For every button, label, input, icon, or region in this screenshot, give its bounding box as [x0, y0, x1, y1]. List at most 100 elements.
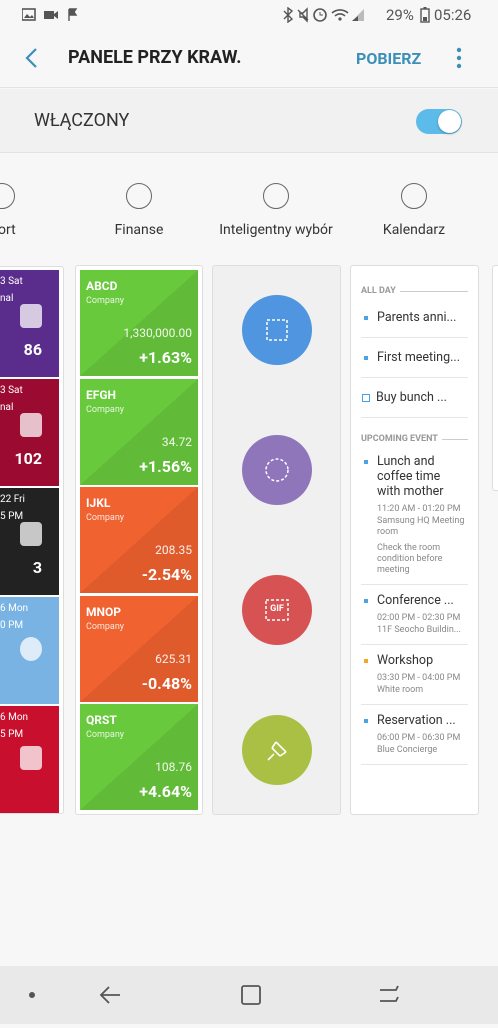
game-cell: 3 Sat nal 102	[0, 379, 59, 486]
upcoming-event[interactable]: Reservation ... 06:00 PM - 06:30 PM Blue C…	[361, 705, 468, 765]
nav-icons	[29, 985, 399, 1005]
game-status: nal	[0, 402, 14, 413]
all-day-header: ALL DAY	[361, 284, 468, 298]
event-title: Reservation ...	[377, 713, 456, 728]
toggle-label: WŁĄCZONY	[34, 110, 130, 131]
smart-select-button[interactable]: GIF	[242, 575, 312, 645]
game-date: 6 Mon	[0, 712, 29, 723]
smart-select-icon	[265, 599, 289, 621]
panel-label: Finanse	[114, 222, 164, 238]
panel-radio[interactable]	[263, 183, 289, 209]
event-location: room	[377, 527, 399, 537]
event-note: Check the room	[377, 543, 441, 553]
smart-select-icon	[267, 741, 287, 761]
smart-select-button[interactable]	[242, 435, 312, 505]
stock-company: Company	[86, 404, 125, 415]
task-title: Buy bunch ...	[376, 390, 447, 405]
stock-company: Company	[86, 513, 125, 524]
calendar-panel[interactable]: ALL DAY Parents anni... First meeting... Bu…	[350, 265, 479, 815]
game-score: 86	[23, 340, 42, 359]
stock-cell[interactable]: QRST Company 108.76 +4.64%	[80, 704, 198, 811]
event-time: 11:20 AM - 01:20 PM	[377, 504, 461, 514]
team-logo	[20, 637, 42, 661]
stock-cell[interactable]: ABCD Company 1,330,000.00 +1.63%	[80, 270, 198, 376]
stock-name: QRST	[86, 713, 117, 728]
upcoming-event[interactable]: Workshop 03:30 PM - 04:00 PM White room	[361, 645, 468, 705]
event-title: Workshop	[377, 653, 434, 668]
game-cell: 3 Sat nal 86	[0, 270, 59, 377]
back-button[interactable]	[22, 47, 42, 69]
stock-change: +4.64%	[139, 782, 192, 802]
game-date: 22 Fri	[0, 494, 25, 505]
upcoming-event[interactable]: Lunch and coffee time with mother 11:20 AM …	[361, 446, 468, 585]
task-checkbox[interactable]	[362, 393, 370, 402]
smart-select-button[interactable]	[242, 715, 312, 785]
system-icons	[283, 7, 364, 23]
toggle-row[interactable]: WŁĄCZONY	[0, 89, 498, 153]
navigation-bar	[0, 966, 498, 1024]
finance-panel[interactable]: ABCD Company 1,330,000.00 +1.63% EFGH Company…	[75, 265, 203, 815]
stock-change: -2.54%	[141, 565, 192, 585]
event-title: First meeting...	[377, 350, 460, 365]
game-cell: 6 Mon 0 PM	[0, 597, 59, 704]
stock-cell[interactable]: EFGH Company 34.72 +1.56%	[80, 378, 198, 485]
game-cell: 6 Mon 5 PM	[0, 706, 59, 813]
game-score: 102	[14, 449, 42, 468]
all-day-event[interactable]: First meeting...	[361, 338, 468, 378]
game-status: 0 PM	[0, 620, 24, 631]
task[interactable]: Buy bunch ...	[361, 378, 468, 418]
stock-company: Company	[86, 730, 125, 741]
upcoming-event[interactable]: Conference ... 02:00 PM - 02:30 PM 11F Seo…	[361, 585, 468, 645]
game-cell: 22 Fri 5 PM 3	[0, 488, 59, 595]
event-title: Parents anni...	[377, 310, 457, 325]
clock: 05:26	[434, 6, 472, 24]
panel-radio[interactable]	[0, 183, 15, 209]
download-button[interactable]: POBIERZ	[356, 49, 422, 68]
panel-label: Kalendarz	[382, 222, 446, 238]
app-bar: PANELE PRZY KRAW. POBIERZ	[0, 30, 498, 88]
stock-cell[interactable]: IJKL Company 208.35 -2.54%	[80, 487, 198, 594]
stock-change: -0.48%	[141, 673, 192, 693]
smart-select-icon	[266, 319, 288, 341]
notification-icons	[22, 8, 78, 21]
upcoming-header: UPCOMING EVENT	[361, 432, 468, 446]
smart-select-icon	[265, 458, 289, 482]
stock-name: ABCD	[86, 279, 118, 293]
sport-panel[interactable]: 3 Sat nal 86 3 Sat nal 102 22 Fri 5 PM 3 6 Mon 0 P…	[0, 266, 64, 814]
game-date: 3 Sat	[0, 276, 23, 287]
stock-price: 108.76	[155, 760, 192, 775]
event-note: condition before	[377, 554, 443, 564]
stock-company: Company	[86, 296, 125, 306]
event-time: 06:00 PM - 06:30 PM	[377, 733, 461, 743]
all-day-event[interactable]: Parents anni...	[361, 298, 468, 338]
more-menu[interactable]	[454, 46, 464, 70]
stock-price: 625.31	[155, 651, 192, 666]
toggle-switch[interactable]	[416, 109, 462, 134]
game-status: 5 PM	[0, 511, 24, 522]
stock-cell[interactable]: MNOP Company 625.31 -0.48%	[80, 595, 198, 702]
team-logo	[20, 746, 42, 770]
page-title: PANELE PRZY KRAW.	[68, 47, 242, 68]
stock-name: EFGH	[86, 387, 116, 402]
event-title: coffee time	[377, 469, 441, 484]
stock-company: Company	[86, 621, 125, 632]
event-dot	[364, 315, 368, 320]
team-logo	[20, 413, 42, 437]
event-dot	[364, 355, 368, 360]
battery-icon	[420, 7, 430, 23]
stock-price: 34.72	[161, 434, 192, 449]
game-date: 3 Sat	[0, 385, 23, 396]
next-panel-edge	[492, 265, 498, 491]
event-title: Lunch and	[377, 454, 435, 469]
game-status: 5 PM	[0, 729, 24, 740]
panel-radio[interactable]	[126, 183, 152, 209]
event-location: White room	[377, 685, 424, 695]
event-location: 11F Seocho Buildin...	[377, 625, 461, 635]
smart-select-panel[interactable]: GIF	[212, 265, 341, 815]
event-dot	[364, 659, 368, 663]
panel-label: ort	[0, 222, 16, 238]
team-logo	[20, 522, 42, 546]
panel-radio[interactable]	[401, 183, 427, 209]
game-status: nal	[0, 293, 14, 304]
smart-select-button[interactable]	[242, 295, 312, 365]
